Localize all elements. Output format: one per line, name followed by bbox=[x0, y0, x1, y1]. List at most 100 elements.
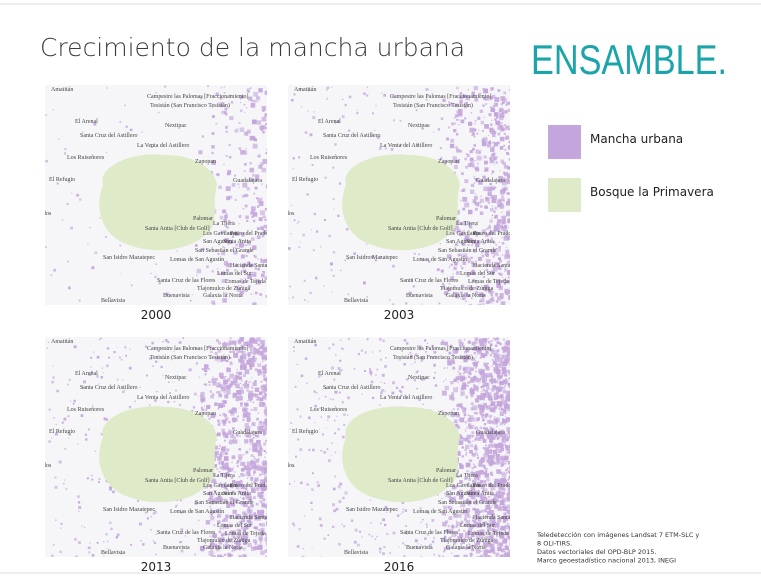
urban-patch bbox=[424, 537, 427, 540]
urban-patch bbox=[244, 409, 248, 412]
urban-patch bbox=[261, 234, 265, 238]
urban-patch bbox=[153, 541, 157, 545]
urban-patch bbox=[466, 434, 472, 440]
urban-patch bbox=[489, 462, 493, 467]
urban-patch bbox=[242, 547, 246, 551]
urban-patch bbox=[238, 348, 241, 350]
urban-patch bbox=[98, 383, 100, 385]
urban-patch bbox=[46, 347, 48, 349]
urban-patch bbox=[91, 478, 94, 481]
urban-patch bbox=[512, 476, 516, 480]
urban-patch bbox=[384, 364, 387, 368]
urban-patch bbox=[259, 473, 262, 477]
urban-patch bbox=[247, 274, 252, 280]
urban-patch bbox=[246, 408, 249, 410]
urban-patch bbox=[509, 535, 510, 541]
urban-patch bbox=[482, 104, 485, 107]
urban-patch bbox=[236, 463, 238, 465]
urban-patch bbox=[470, 367, 474, 372]
urban-patch bbox=[478, 494, 480, 497]
urban-patch bbox=[217, 361, 219, 363]
urban-patch bbox=[502, 506, 507, 511]
urban-patch bbox=[318, 397, 320, 400]
urban-patch bbox=[144, 511, 147, 514]
urban-patch bbox=[512, 402, 515, 405]
urban-patch bbox=[222, 400, 227, 405]
urban-patch bbox=[269, 429, 271, 431]
urban-patch bbox=[243, 466, 246, 469]
urban-patch bbox=[482, 241, 486, 245]
urban-patch bbox=[448, 266, 451, 268]
urban-patch bbox=[442, 555, 445, 557]
urban-patch bbox=[475, 548, 477, 551]
urban-patch bbox=[511, 546, 513, 548]
urban-patch bbox=[67, 383, 70, 386]
urban-patch bbox=[485, 287, 489, 291]
urban-patch bbox=[504, 288, 509, 294]
urban-patch bbox=[468, 543, 471, 546]
urban-patch bbox=[453, 387, 458, 393]
urban-patch bbox=[416, 547, 418, 549]
urban-patch bbox=[504, 125, 510, 131]
urban-patch bbox=[236, 462, 239, 465]
place-label: Santa Cruz del Astillero bbox=[80, 133, 138, 139]
urban-patch bbox=[307, 110, 309, 112]
urban-patch bbox=[503, 282, 506, 285]
urban-patch bbox=[464, 407, 467, 410]
urban-patch bbox=[270, 130, 274, 134]
urban-patch bbox=[300, 106, 302, 108]
urban-patch bbox=[254, 434, 257, 437]
urban-patch bbox=[217, 554, 223, 557]
urban-patch bbox=[265, 377, 267, 382]
urban-patch bbox=[250, 476, 254, 480]
urban-patch bbox=[437, 128, 440, 131]
place-label: San Isidro Mazatepec bbox=[103, 255, 155, 261]
urban-patch bbox=[343, 413, 346, 416]
urban-patch bbox=[288, 247, 291, 250]
urban-patch bbox=[152, 540, 155, 542]
urban-patch bbox=[249, 177, 253, 182]
urban-patch bbox=[454, 485, 458, 489]
urban-patch bbox=[507, 198, 510, 203]
urban-patch bbox=[121, 390, 125, 394]
urban-patch bbox=[378, 147, 382, 150]
urban-patch bbox=[476, 162, 479, 165]
urban-patch bbox=[460, 440, 464, 444]
urban-patch bbox=[474, 451, 476, 453]
urban-patch bbox=[103, 417, 107, 421]
place-label: Santa Cruz del Astillero bbox=[323, 385, 381, 391]
urban-patch bbox=[489, 414, 493, 418]
urban-patch bbox=[444, 535, 447, 539]
urban-patch bbox=[457, 381, 460, 384]
urban-patch bbox=[265, 521, 267, 526]
urban-patch bbox=[314, 343, 317, 347]
urban-patch bbox=[223, 432, 228, 438]
urban-patch bbox=[153, 510, 157, 514]
urban-patch bbox=[342, 98, 344, 100]
urban-patch bbox=[214, 356, 220, 361]
urban-patch bbox=[474, 195, 478, 200]
urban-patch bbox=[214, 537, 216, 539]
urban-patch bbox=[499, 293, 504, 298]
urban-patch bbox=[200, 397, 206, 402]
urban-patch bbox=[58, 138, 60, 141]
urban-patch bbox=[218, 341, 221, 345]
urban-patch bbox=[463, 345, 466, 348]
urban-patch bbox=[244, 244, 247, 247]
urban-patch bbox=[263, 431, 267, 435]
urban-patch bbox=[487, 191, 492, 197]
urban-patch bbox=[220, 483, 226, 488]
urban-patch bbox=[502, 408, 507, 413]
urban-patch bbox=[511, 369, 514, 372]
place-label: Los Gavilanes bbox=[203, 483, 238, 489]
urban-patch bbox=[383, 94, 386, 97]
urban-patch bbox=[474, 437, 478, 441]
urban-patch bbox=[465, 165, 469, 169]
urban-patch bbox=[215, 456, 218, 458]
urban-patch bbox=[416, 387, 418, 390]
urban-patch bbox=[444, 385, 449, 391]
urban-patch bbox=[307, 89, 310, 92]
urban-patch bbox=[247, 484, 249, 486]
urban-patch bbox=[489, 156, 493, 160]
